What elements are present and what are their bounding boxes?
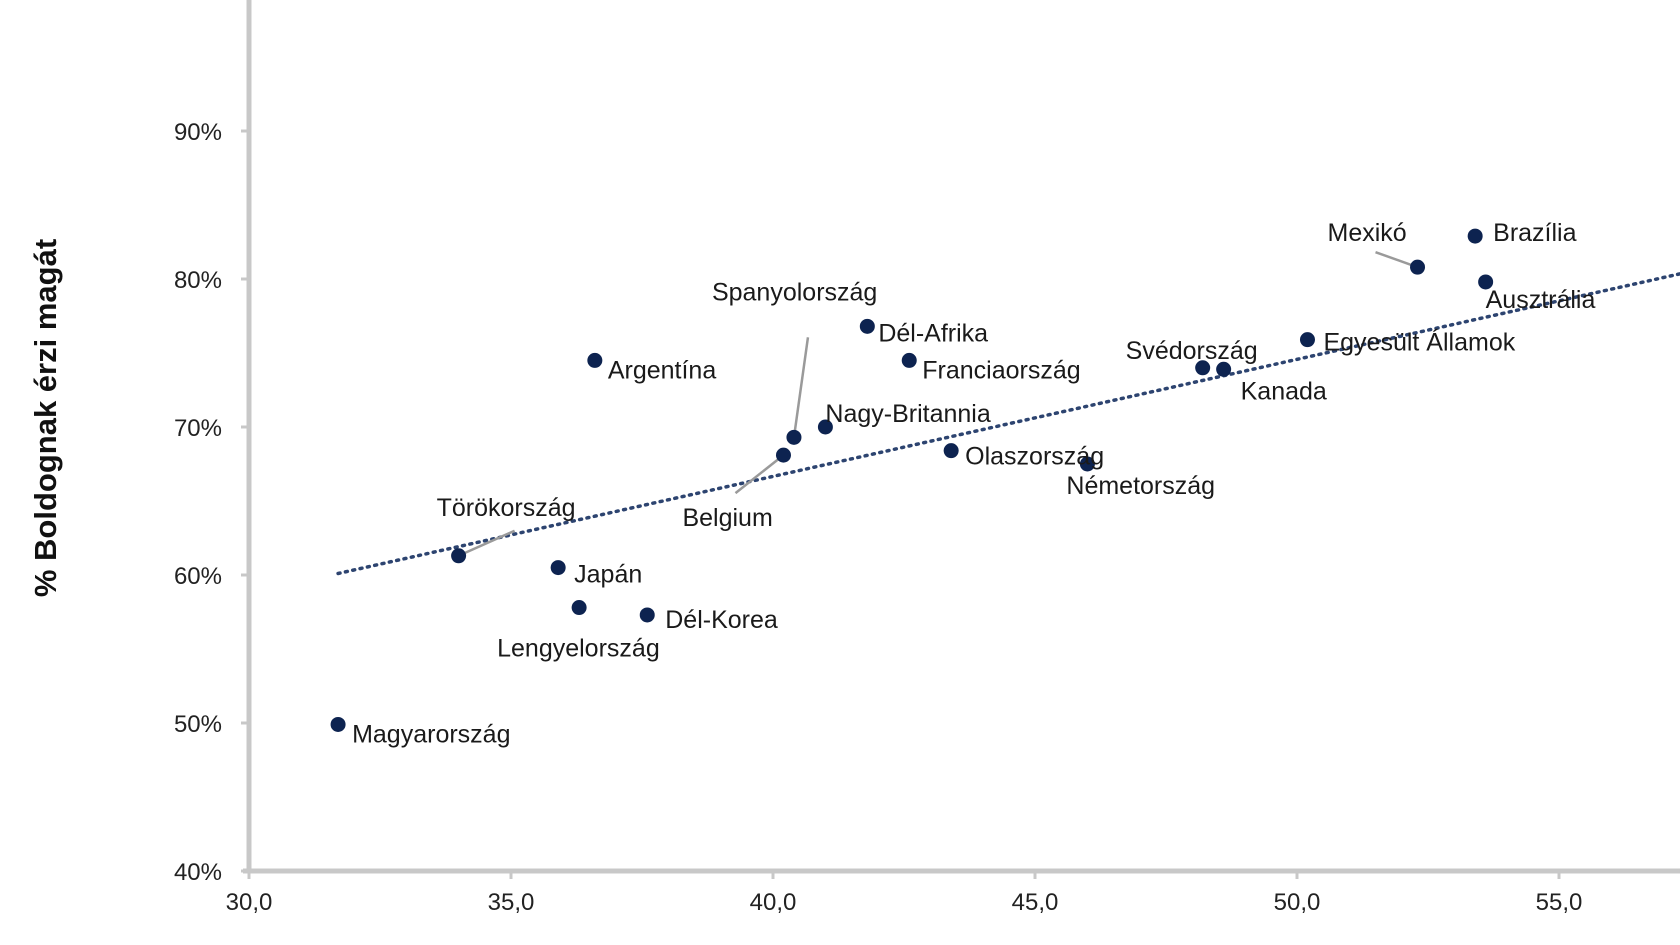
data-point (1467, 228, 1483, 244)
trendline (336, 272, 1680, 576)
data-point-label: Dél-Korea (665, 606, 778, 634)
data-point-label: Magyarország (352, 720, 510, 748)
y-tick-label: 70% (174, 415, 222, 442)
y-tick-label: 60% (174, 563, 222, 590)
leader-line (734, 454, 785, 495)
data-point (817, 419, 833, 435)
data-point (1216, 361, 1232, 377)
y-tick-label: 90% (174, 119, 222, 146)
x-tick-label: 45,0 (1012, 889, 1059, 916)
data-points-layer (330, 228, 1494, 732)
data-point (901, 352, 917, 368)
data-point (775, 447, 791, 463)
data-point (943, 443, 959, 459)
y-tick-label: 50% (174, 711, 222, 738)
data-point (1195, 360, 1211, 376)
data-point (639, 607, 655, 623)
data-point (1478, 274, 1494, 290)
x-tick-label: 40,0 (750, 889, 797, 916)
data-point-label: Olaszország (965, 443, 1104, 471)
data-point-label: Argentína (608, 356, 717, 384)
data-point-label: Mexikó (1328, 219, 1407, 247)
data-point-label: Németország (1066, 472, 1215, 500)
data-point-label: Spanyolország (712, 278, 877, 306)
trendline-layer (336, 272, 1680, 576)
chart-axes: 40% 50% 60% 70% 80% 90% 30,0 35,0 40,0 45,0 50,0 55… (174, 0, 1680, 916)
data-point-label: Franciaország (922, 356, 1080, 384)
data-point-label: Kanada (1241, 377, 1327, 405)
leader-line (458, 529, 516, 557)
data-point-label: Törökország (437, 494, 576, 522)
data-point (451, 548, 467, 564)
data-point (1410, 259, 1426, 275)
x-tick-label: 55,0 (1536, 889, 1583, 916)
x-tick-label: 50,0 (1274, 889, 1321, 916)
y-tick-label: 40% (174, 859, 222, 886)
data-point-label: Brazília (1493, 219, 1576, 247)
data-point-label: Dél-Afrika (878, 319, 988, 347)
data-point-label: Egyesült Államok (1323, 328, 1515, 357)
data-point-label: Belgium (682, 504, 772, 532)
data-point (587, 352, 603, 368)
data-point (1079, 456, 1095, 472)
data-point-label: Lengyelország (497, 635, 660, 663)
data-point-label: Japán (574, 561, 642, 589)
x-tick-label: 35,0 (488, 889, 535, 916)
point-labels-layer: Magyarország Törökország Japán Lengyelorszá… (352, 219, 1595, 748)
data-point (859, 318, 875, 334)
x-tick-label: 30,0 (226, 889, 273, 916)
data-point (571, 600, 587, 616)
data-point-label: Ausztrália (1486, 286, 1596, 314)
data-point (550, 560, 566, 576)
data-point (1299, 332, 1315, 348)
y-axis-label: % Boldognak érzi magát (28, 239, 63, 597)
leader-lines-layer (458, 250, 1418, 557)
data-point (330, 716, 346, 732)
data-point-label: Nagy-Britannia (825, 400, 990, 428)
data-point (786, 429, 802, 445)
y-tick-label: 80% (174, 267, 222, 294)
data-point-label: Svédország (1126, 337, 1258, 365)
leader-line (792, 337, 810, 438)
